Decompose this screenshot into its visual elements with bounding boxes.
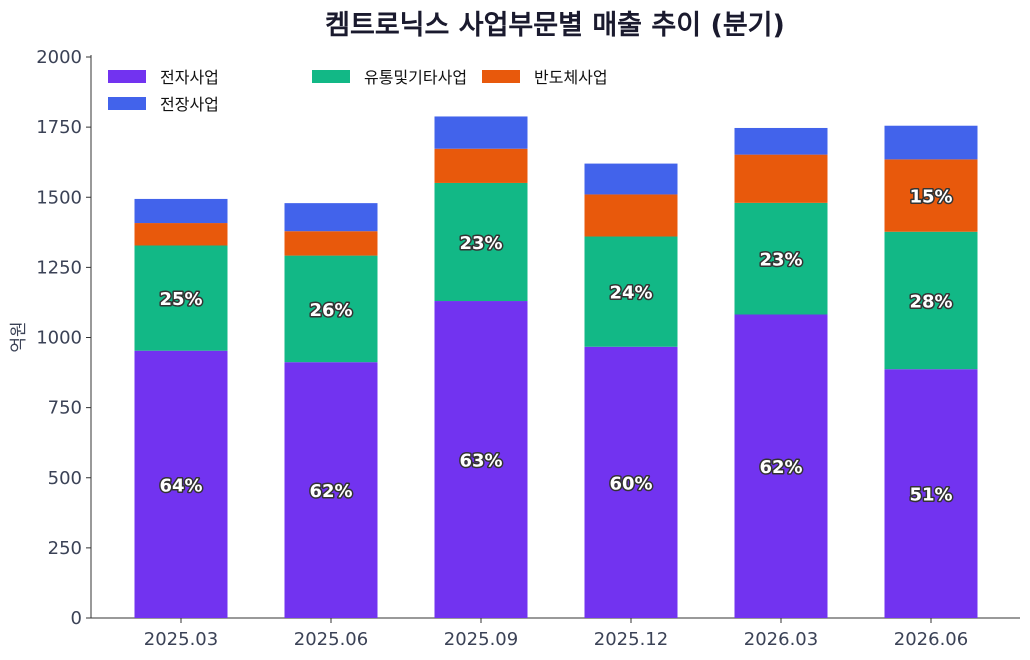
y-tick-label: 2000 <box>36 47 82 68</box>
y-axis-label: 억원 <box>9 321 29 352</box>
bar-percent-label: 51% <box>909 485 952 506</box>
legend-label: 반도체사업 <box>534 68 608 87</box>
x-tick-label: 2025.03 <box>144 629 218 650</box>
y-tick-label: 750 <box>48 398 82 419</box>
bar-segment <box>734 202 828 315</box>
bar-percent-label: 62% <box>309 481 352 502</box>
x-tick-label: 2025.06 <box>294 629 368 650</box>
y-tick-label: 1000 <box>36 328 82 349</box>
x-tick-label: 2026.06 <box>894 629 968 650</box>
bar-segment <box>884 125 978 160</box>
bar-segment <box>584 236 678 347</box>
bar-segment <box>134 198 228 224</box>
bar-percent-label: 62% <box>759 457 802 478</box>
legend-swatch <box>108 97 146 110</box>
bar-percent-label: 23% <box>759 250 802 271</box>
legend-label: 전자사업 <box>160 68 219 87</box>
bar-segment <box>434 182 528 302</box>
x-tick-label: 2025.12 <box>594 629 668 650</box>
legend-label: 전장사업 <box>160 95 219 114</box>
legend-swatch <box>482 70 520 83</box>
bar-segment <box>134 245 228 351</box>
bar-percent-label: 60% <box>609 473 652 494</box>
bar-percent-label: 63% <box>459 451 502 472</box>
legend-label: 유통및기타사업 <box>364 68 467 87</box>
bar-segment <box>884 369 978 618</box>
x-tick-label: 2025.09 <box>444 629 518 650</box>
bar-segment <box>584 163 678 195</box>
bar-segment <box>884 159 978 232</box>
legend-swatch <box>108 70 146 83</box>
bar-segment <box>734 154 828 203</box>
legend-swatch <box>312 70 350 83</box>
bar-segment <box>134 223 228 246</box>
bar-segment <box>284 231 378 256</box>
bar-segment <box>734 314 828 618</box>
bar-percent-label: 24% <box>609 283 652 304</box>
bar-segment <box>284 362 378 618</box>
bar-segment <box>434 301 528 618</box>
plot-area: 0 250 500 750 1000 1250 1500 1750 2000 64% 25% 2025… <box>36 47 1020 650</box>
bar-segment <box>734 127 828 155</box>
bar-percent-label: 26% <box>309 300 352 321</box>
bar-percent-label: 28% <box>909 291 952 312</box>
bar-percent-label: 25% <box>159 289 202 310</box>
y-tick-label: 1750 <box>36 117 82 138</box>
y-tick-label: 0 <box>71 608 82 629</box>
y-tick-label: 1250 <box>36 257 82 278</box>
y-tick-label: 250 <box>48 538 82 559</box>
bar-segment <box>134 350 228 618</box>
bar-percent-label: 23% <box>459 233 502 254</box>
x-tick-label: 2026.03 <box>744 629 818 650</box>
bar-segment <box>434 148 528 183</box>
y-tick-label: 1500 <box>36 187 82 208</box>
bar-percent-label: 15% <box>909 187 952 208</box>
bar-segment <box>884 231 978 370</box>
bar-segment <box>284 255 378 363</box>
bar-segment <box>284 203 378 232</box>
bar-segment <box>584 194 678 237</box>
bar-segment <box>584 346 678 618</box>
chart-title: 켐트로닉스 사업부문별 매출 추이 (분기) <box>325 10 785 41</box>
bar-percent-label: 64% <box>159 475 202 496</box>
bar-segment <box>434 116 528 149</box>
y-tick-label: 500 <box>48 468 82 489</box>
